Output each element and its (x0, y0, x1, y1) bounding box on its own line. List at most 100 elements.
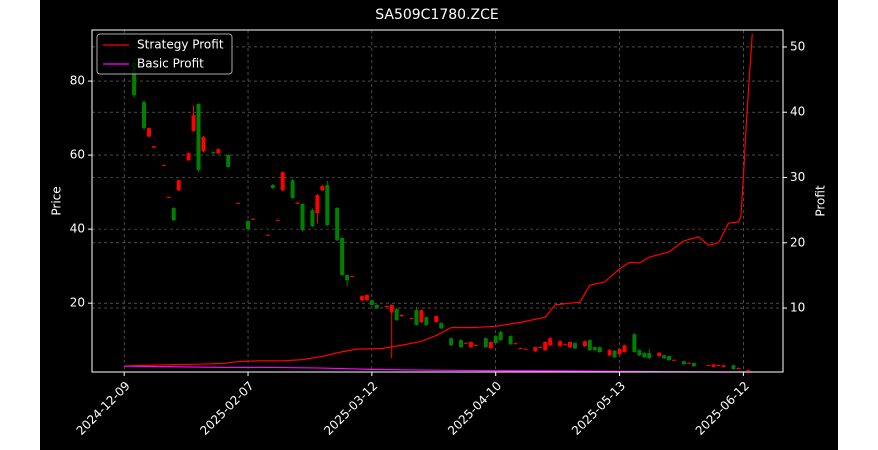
candle-body (250, 218, 255, 220)
candle-body (340, 238, 345, 276)
candle-body (523, 348, 528, 350)
candle-body (746, 369, 751, 371)
candle-body (350, 276, 355, 278)
candle-body (186, 153, 191, 161)
candle-body (686, 362, 691, 364)
candle-body (622, 345, 627, 353)
candle-body (132, 62, 137, 96)
y2-axis-label: Profit (814, 185, 828, 217)
figure-background (40, 0, 838, 450)
candle-body (681, 361, 686, 365)
candle-body (473, 344, 478, 346)
candle-body (196, 104, 201, 170)
candle-body (736, 367, 741, 369)
candle-body (731, 365, 736, 370)
legend-label: Strategy Profit (137, 38, 224, 52)
candle-body (335, 208, 340, 241)
candle-body (691, 363, 696, 367)
candle-body (359, 296, 364, 301)
candle-body (161, 165, 166, 167)
candle-body (459, 340, 464, 348)
candle-body (572, 343, 577, 349)
candle-body (414, 310, 419, 325)
candle-body (483, 338, 488, 348)
candle-body (468, 342, 473, 348)
candle-body (568, 342, 573, 348)
candle-body (642, 353, 647, 358)
candle-body (612, 350, 617, 358)
candle-body (310, 210, 315, 227)
candle-body (498, 332, 503, 341)
y2-tick-label: 30 (790, 170, 805, 184)
candle-body (607, 350, 612, 356)
candle-body (706, 364, 711, 366)
candle-body (246, 220, 251, 230)
y-axis-label: Price (50, 186, 64, 215)
candle-body (672, 359, 677, 361)
candle-body (592, 347, 597, 351)
candle-body (325, 185, 330, 226)
candle-body (632, 334, 637, 353)
candle-body (216, 149, 221, 154)
candle-body (463, 342, 468, 344)
y-tick-label: 40 (70, 222, 85, 236)
candle-body (439, 323, 444, 329)
candle-body (449, 338, 454, 346)
candle-body (582, 341, 587, 347)
candle-body (191, 115, 196, 132)
y2-tick-label: 20 (790, 235, 805, 249)
candle-body (597, 347, 602, 353)
candle-body (211, 152, 216, 154)
legend-label: Basic Profit (137, 57, 204, 71)
candle-body (434, 316, 439, 323)
candle-body (563, 344, 568, 346)
legend-box (96, 33, 233, 75)
candle-body (518, 347, 523, 349)
candle-body (226, 155, 231, 167)
y-tick-label: 80 (70, 74, 85, 88)
profit-line (124, 33, 753, 367)
candle-body (543, 342, 548, 351)
candle-body (399, 315, 404, 317)
candle-body (508, 336, 513, 345)
candle-body (201, 136, 206, 152)
candle-body (721, 365, 726, 367)
candle-body (364, 295, 369, 301)
candle-body (637, 350, 642, 356)
candle-body (270, 185, 275, 189)
candle-body (384, 306, 389, 308)
candle-body (295, 202, 300, 204)
candle-body (394, 309, 399, 321)
candle-body (275, 219, 280, 221)
candle-body (716, 364, 721, 366)
candle-body (315, 195, 320, 214)
candle-body (538, 346, 543, 348)
candle-body (513, 343, 518, 345)
candle-body (280, 172, 285, 191)
candle-body (419, 310, 424, 323)
candle-body (142, 102, 147, 129)
candle-body (171, 208, 176, 221)
candle-body (409, 317, 414, 319)
candle-body (300, 203, 305, 231)
candle-body (345, 275, 350, 281)
y2-tick-label: 50 (790, 39, 805, 53)
candle-body (667, 356, 672, 361)
candle-body (236, 202, 241, 204)
y2-tick-label: 40 (790, 105, 805, 119)
candle-body (488, 342, 493, 349)
y-tick-label: 60 (70, 148, 85, 162)
candle-body (548, 338, 553, 346)
candle-body (369, 300, 374, 306)
candle-body (389, 305, 394, 313)
candle-body (374, 305, 379, 309)
candle-body (657, 352, 662, 357)
candle-body (647, 353, 652, 359)
candle-body (711, 364, 716, 367)
candle-body (265, 234, 270, 236)
candle-body (587, 340, 592, 351)
candle-body (146, 128, 151, 137)
candle-body (151, 146, 156, 148)
